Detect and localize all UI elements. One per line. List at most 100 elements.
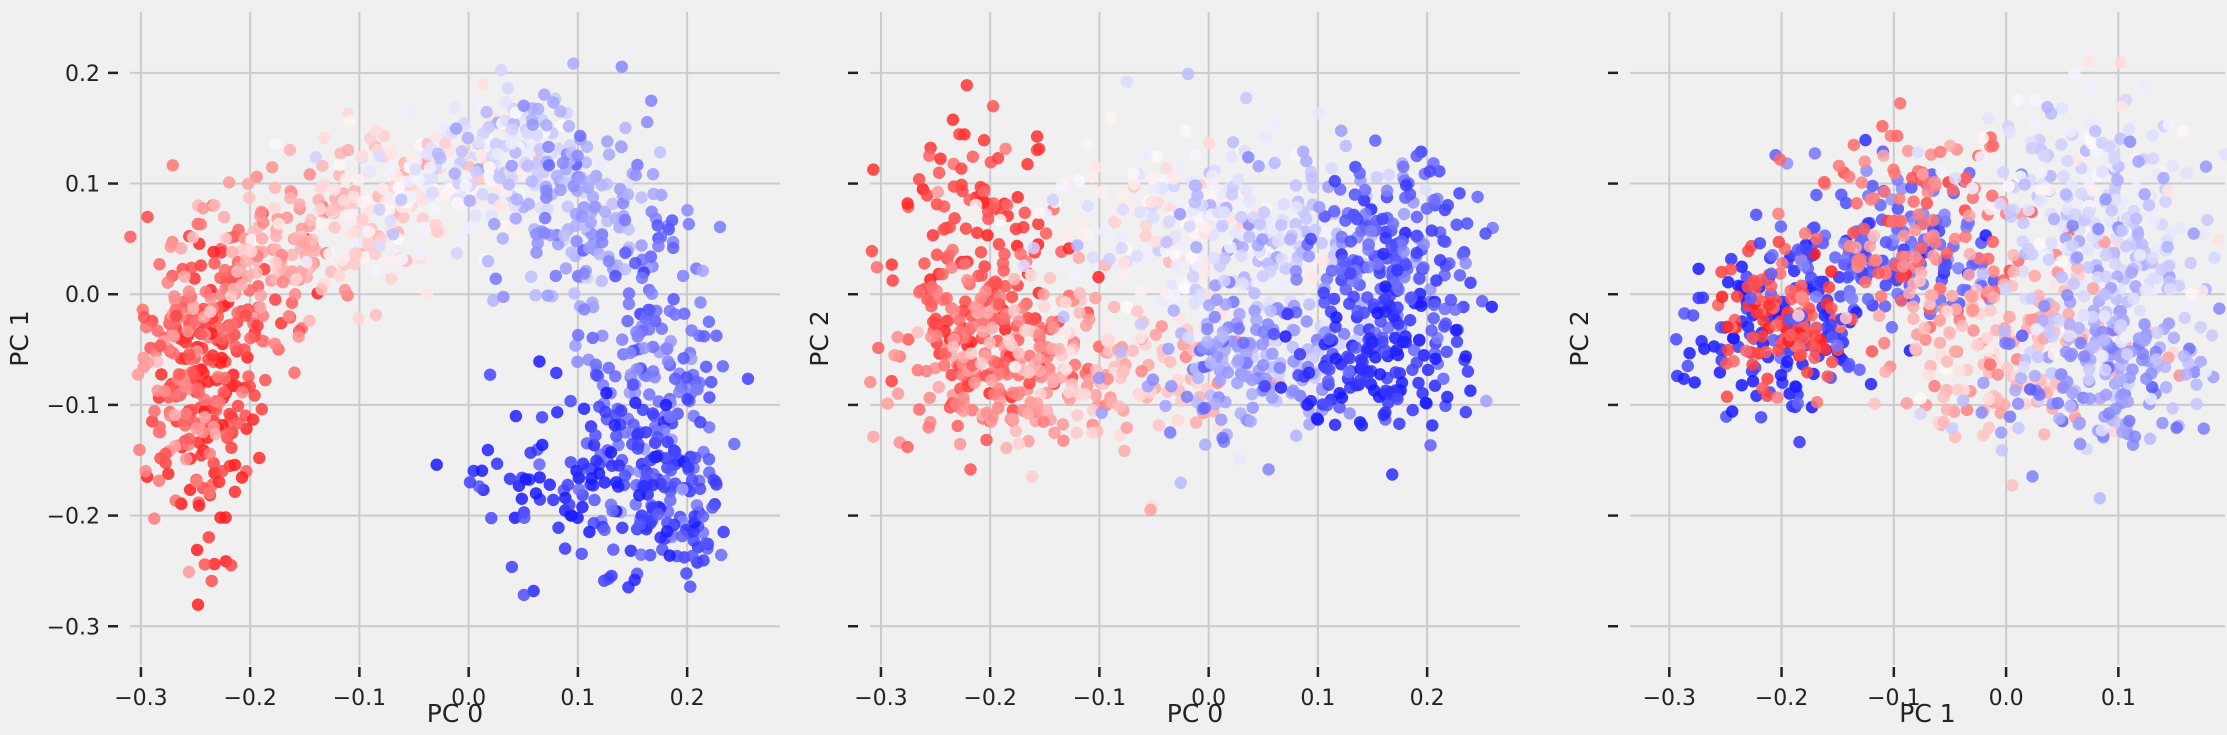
scatter-point xyxy=(651,508,665,521)
scatter-point xyxy=(505,137,518,150)
scatter-point xyxy=(1406,403,1419,417)
scatter-point xyxy=(1169,229,1182,243)
scatter-point xyxy=(1818,175,1831,189)
scatter-point xyxy=(439,136,452,150)
scatter-point xyxy=(312,193,325,207)
scatter-point xyxy=(2034,237,2047,250)
scatter-point xyxy=(426,186,439,199)
scatter-point xyxy=(576,500,589,514)
scatter-point xyxy=(966,404,979,417)
scatter-point xyxy=(1274,381,1288,394)
scatter-point xyxy=(236,386,249,399)
scatter-point xyxy=(1720,390,1734,403)
scatter-point xyxy=(491,147,505,160)
scatter-point xyxy=(619,246,632,260)
scatter-point xyxy=(1420,202,1434,215)
y-tick-label: −0.2 xyxy=(47,505,100,530)
scatter-point xyxy=(1018,206,1031,219)
scatter-point xyxy=(1878,336,1891,350)
scatter-point xyxy=(1754,411,1768,424)
scatter-point xyxy=(303,314,316,327)
scatter-point xyxy=(1995,426,2008,439)
scatter-point xyxy=(333,269,346,283)
scatter-point xyxy=(1894,270,1908,284)
scatter-point xyxy=(542,159,556,172)
scatter-point xyxy=(2075,187,2088,200)
scatter-point xyxy=(1872,266,1885,280)
scatter-point xyxy=(268,201,281,215)
scatter-point xyxy=(961,274,974,287)
scatter-point xyxy=(405,153,419,166)
scatter-point xyxy=(1843,170,1856,183)
scatter-point xyxy=(642,323,656,336)
scatter-point xyxy=(1986,139,2000,152)
scatter-point xyxy=(2125,266,2138,279)
scatter-point xyxy=(602,361,615,375)
scatter-point xyxy=(183,432,196,445)
scatter-panel-pc0-vs-pc2: −0.3 −0.2 −0.1 0.0 0.1 0.2 PC 0 PC 2 xyxy=(805,12,1520,728)
scatter-point xyxy=(1146,172,1159,185)
scatter-point xyxy=(191,598,205,611)
scatter-point xyxy=(1253,218,1267,231)
scatter-point xyxy=(561,200,574,213)
scatter-point xyxy=(1149,150,1163,163)
scatter-point xyxy=(885,258,898,271)
scatter-point xyxy=(981,205,995,218)
scatter-point xyxy=(2166,402,2179,415)
scatter-point xyxy=(1793,435,1806,449)
y-tick-label: 0.0 xyxy=(65,283,100,308)
scatter-point xyxy=(1198,222,1212,235)
scatter-point xyxy=(244,245,258,258)
scatter-panel-pc1-vs-pc2: −0.3 −0.2 −0.1 0.0 0.1 PC 1 PC 2 xyxy=(1565,12,2227,728)
scatter-point xyxy=(959,222,973,235)
scatter-point xyxy=(1017,259,1031,272)
scatter-point xyxy=(1391,264,1404,277)
scatter-point xyxy=(1460,217,1474,230)
scatter-point xyxy=(609,269,622,283)
scatter-point xyxy=(1271,235,1285,248)
scatter-point xyxy=(1940,259,1953,272)
scatter-point xyxy=(503,472,517,485)
scatter-point xyxy=(2066,219,2079,232)
scatter-point xyxy=(337,194,351,207)
scatter-point xyxy=(584,174,597,187)
scatter-point xyxy=(485,511,498,525)
scatter-point xyxy=(1893,192,1906,205)
scatter-point xyxy=(1829,251,1842,264)
scatter-point xyxy=(2131,170,2144,183)
scatter-point xyxy=(645,205,658,218)
scatter-point xyxy=(626,378,640,391)
scatter-point xyxy=(1349,341,1363,354)
scatter-point xyxy=(397,211,410,224)
scatter-point xyxy=(1459,405,1473,419)
scatter-point xyxy=(1181,67,1195,81)
scatter-point xyxy=(1244,415,1257,428)
scatter-point xyxy=(463,194,476,207)
scatter-point xyxy=(228,485,242,498)
y-axis-label: PC 2 xyxy=(805,310,834,366)
scatter-point xyxy=(1233,453,1247,466)
scatter-point xyxy=(637,480,650,493)
scatter-point xyxy=(602,148,616,161)
scatter-point xyxy=(268,181,282,194)
scatter-point xyxy=(1393,417,1406,430)
scatter-point xyxy=(185,366,198,379)
scatter-point xyxy=(1107,300,1121,314)
scatter-point xyxy=(212,475,226,489)
x-axis-label: PC 0 xyxy=(427,699,483,728)
scatter-points xyxy=(864,67,1499,517)
scatter-point xyxy=(663,410,677,424)
scatter-point xyxy=(621,314,634,328)
x-tick-label: −0.3 xyxy=(114,686,167,711)
scatter-point xyxy=(1218,206,1231,219)
scatter-point xyxy=(996,257,1010,270)
scatter-point xyxy=(1753,237,1767,250)
scatter-point xyxy=(1865,345,1879,358)
scatter-point xyxy=(1391,301,1404,314)
scatter-point xyxy=(606,197,619,211)
scatter-point xyxy=(1907,312,1920,325)
scatter-point xyxy=(2093,492,2106,505)
scatter-point xyxy=(1773,267,1787,280)
scatter-point xyxy=(1773,153,1787,166)
scatter-point xyxy=(629,498,642,511)
